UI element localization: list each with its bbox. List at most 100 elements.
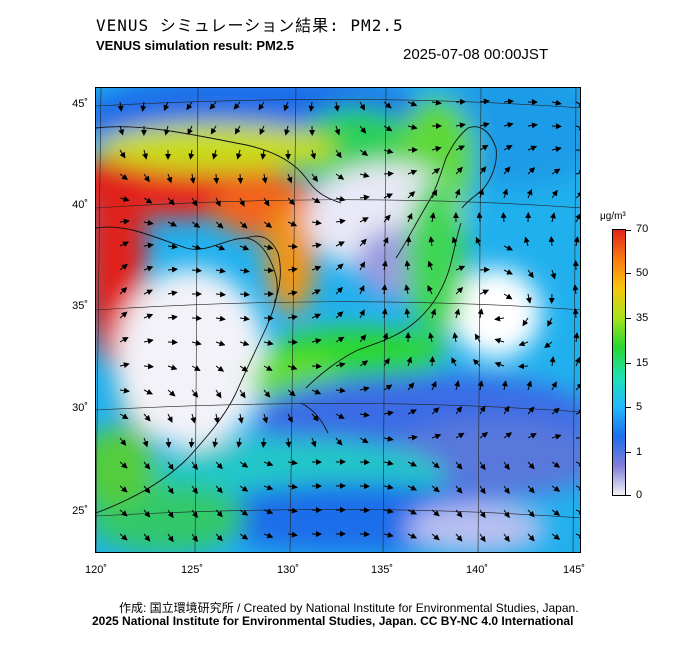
wind-arrow [359,261,366,271]
wind-arrow [575,409,580,416]
wind-arrow [527,533,535,542]
wind-arrow [119,533,128,541]
wind-arrow [455,145,466,151]
wind-arrow [551,509,561,516]
wind-arrow [261,173,268,184]
wind-arrow [239,509,249,516]
wind-arrow [263,365,273,371]
wind-arrow [311,289,321,295]
wind-arrow [143,242,154,249]
lat-tick-25: 25˚ [72,505,88,517]
wind-arrow [263,221,273,228]
coastlines [96,126,497,514]
wind-vectors [117,98,580,543]
wind-arrow [187,125,193,136]
wind-arrow [335,241,345,247]
wind-arrow [527,269,534,279]
wind-arrow [479,166,487,175]
wind-arrow [333,101,340,112]
map-title-english: VENUS simulation result: PM2.5 [96,38,294,53]
wind-arrow [404,308,411,319]
wind-arrow [551,381,557,391]
wind-arrow [163,101,170,112]
wind-arrow [119,362,130,369]
wind-arrow [335,387,346,394]
wind-arrow [383,357,390,367]
wind-arrow [428,332,435,343]
wind-arrow [287,389,296,397]
wind-arrow [383,193,393,199]
wind-arrow [233,101,241,110]
wind-arrow [311,242,322,249]
wind-arrow [119,196,130,202]
wind-arrow [311,363,322,370]
wind-arrow [188,149,195,160]
wind-arrow [311,219,322,226]
lon-tick-140: 140˚ [465,564,489,576]
wind-arrow [143,485,151,494]
wind-arrow [527,485,535,494]
wind-arrow [551,168,561,175]
wind-arrow [263,460,274,467]
wind-arrow [359,309,365,319]
wind-arrow [407,434,418,441]
wind-arrow [239,221,248,229]
wind-arrow [451,236,458,247]
wind-arrow [143,338,154,345]
wind-arrow [287,364,298,371]
wind-arrow [209,101,217,110]
wind-arrow [547,317,553,327]
wind-arrow [263,484,274,491]
wind-arrow [311,173,318,182]
wind-arrow [119,437,127,446]
wind-arrow [211,149,218,160]
wind-arrow [143,173,150,183]
wind-arrow [383,214,391,223]
wind-arrow [359,172,370,178]
wind-arrow [503,293,513,300]
wind-arrow [527,145,538,152]
wind-arrow [215,315,226,322]
wind-arrow [476,212,483,223]
wind-arrow [381,308,388,319]
wind-arrow [503,461,510,471]
wind-arrow [455,461,463,470]
wind-arrow [119,287,128,295]
wind-arrow [575,508,580,515]
wind-arrow [431,146,442,152]
wind-arrow [479,266,490,273]
wind-arrow [404,284,411,295]
wind-arrow [572,308,579,319]
wind-arrow [551,485,561,492]
lat-tick-35: 35˚ [72,300,88,312]
wind-arrow [359,125,367,134]
wind-arrow [479,461,486,471]
wind-arrow [503,122,514,128]
wind-arrow [359,101,365,111]
wind-arrow [119,218,130,225]
colorbar-tick-1: 1 [636,446,643,458]
wind-arrow [527,433,537,439]
wind-arrow [479,144,489,151]
colorbar-tickmark [626,407,631,408]
wind-arrow [287,266,298,273]
lon-tick-145: 145˚ [562,564,586,576]
wind-arrow [383,459,394,466]
wind-arrow [455,485,463,494]
wind-arrow [236,149,242,160]
wind-arrow [167,243,178,250]
wind-arrow [310,437,317,448]
wind-arrow [335,263,344,271]
wind-arrow [117,101,124,112]
wind-arrow [503,485,510,495]
colorbar-tickmark [626,230,631,231]
wind-arrow [188,437,195,448]
wind-arrow [427,260,434,271]
wind-arrow [501,380,508,391]
wind-arrow [143,533,151,542]
wind-arrow [359,217,369,223]
wind-arrow [383,101,392,109]
wind-arrow [119,509,128,517]
wind-arrow [503,432,513,439]
wind-arrow [381,260,388,271]
